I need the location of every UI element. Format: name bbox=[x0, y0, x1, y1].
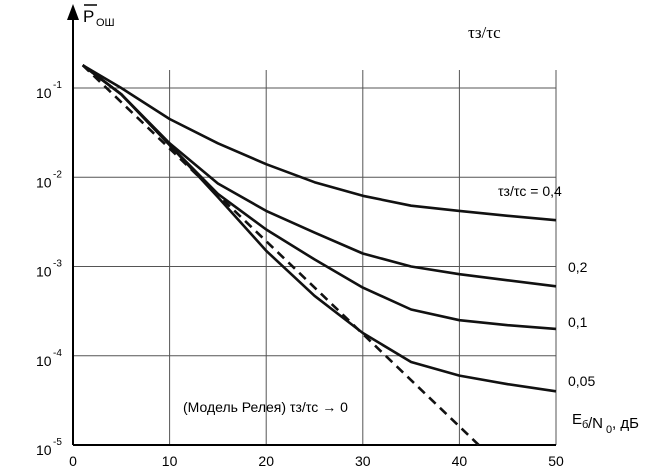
series-label-2: 0,1 bbox=[568, 314, 588, 330]
x-label-mid: /N bbox=[588, 415, 603, 432]
y-tick-base: 10 bbox=[36, 85, 52, 101]
y-tick-base: 10 bbox=[36, 174, 52, 190]
series-line-1 bbox=[81, 64, 557, 288]
y-tick-label: 10 -4 bbox=[36, 348, 62, 369]
y-tick-exponent: -5 bbox=[53, 437, 62, 448]
x-tick-label: 0 bbox=[69, 453, 77, 469]
y-tick-label: 10 -3 bbox=[36, 259, 62, 280]
chart-title: τз/τс bbox=[468, 23, 501, 42]
x-tick-label: 20 bbox=[258, 453, 274, 469]
x-tick-label: 50 bbox=[548, 453, 564, 469]
x-label-main: E bbox=[572, 411, 582, 428]
y-axis-arrow bbox=[67, 4, 79, 20]
y-axis-label: P ОШ bbox=[83, 4, 115, 29]
series-line-0 bbox=[82, 64, 557, 222]
series-label-0: τз/τс = 0,4 bbox=[498, 183, 562, 199]
series-group bbox=[81, 64, 557, 446]
series-label-3: 0,05 bbox=[568, 373, 595, 389]
x-label-sub2: 0 bbox=[606, 424, 612, 436]
series-line-2 bbox=[81, 64, 557, 331]
y-tick-labels: 10-110-210-310-410-5 bbox=[36, 80, 62, 458]
y-tick-exponent: -3 bbox=[53, 259, 62, 270]
series-line-4 bbox=[81, 64, 480, 446]
x-label-unit: , дБ bbox=[612, 415, 639, 432]
x-tick-label: 40 bbox=[452, 453, 468, 469]
y-label-main: P bbox=[83, 7, 94, 26]
y-tick-base: 10 bbox=[36, 264, 52, 280]
y-tick-label: 10 -5 bbox=[36, 437, 62, 458]
y-tick-label: 10 -2 bbox=[36, 169, 62, 190]
y-tick-exponent: -4 bbox=[53, 348, 62, 359]
axes bbox=[67, 4, 556, 446]
y-label-sub: ОШ bbox=[96, 17, 115, 29]
y-tick-exponent: -1 bbox=[53, 80, 62, 91]
grid bbox=[73, 70, 557, 445]
series-labels: τз/τс = 0,4 0,2 0,1 0,05 (Модель Релея) τз/τ… bbox=[183, 183, 595, 415]
x-tick-label: 30 bbox=[355, 453, 371, 469]
series-label-1: 0,2 bbox=[568, 259, 588, 275]
series-line-3 bbox=[81, 64, 557, 393]
x-tick-labels: 0 10 20 30 40 50 bbox=[69, 453, 564, 469]
x-label-sub1: б bbox=[582, 419, 588, 431]
y-tick-base: 10 bbox=[36, 442, 52, 458]
x-tick-label: 10 bbox=[162, 453, 178, 469]
series-label-4: (Модель Релея) τз/τс → 0 bbox=[183, 399, 348, 415]
y-tick-label: 10 -1 bbox=[36, 80, 62, 101]
y-tick-exponent: -2 bbox=[53, 169, 62, 180]
y-tick-base: 10 bbox=[36, 353, 52, 369]
x-axis-label: E б /N 0 , дБ bbox=[572, 411, 639, 436]
